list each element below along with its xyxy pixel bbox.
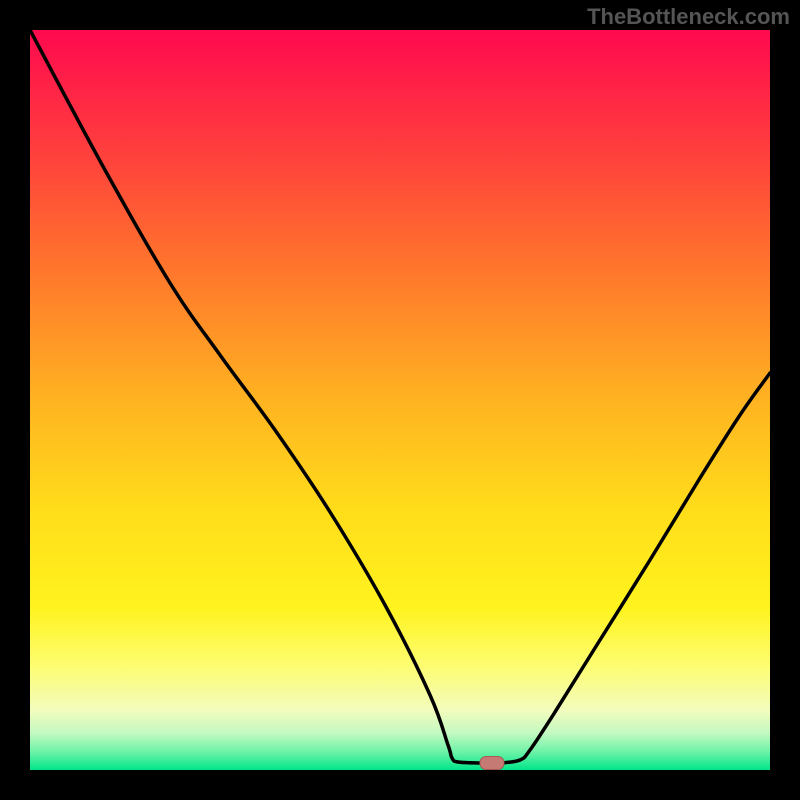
- bottleneck-chart: [0, 0, 800, 800]
- plot-background: [30, 30, 770, 770]
- optimal-marker: [480, 757, 504, 770]
- watermark-label: TheBottleneck.com: [587, 4, 790, 30]
- chart-container: TheBottleneck.com: [0, 0, 800, 800]
